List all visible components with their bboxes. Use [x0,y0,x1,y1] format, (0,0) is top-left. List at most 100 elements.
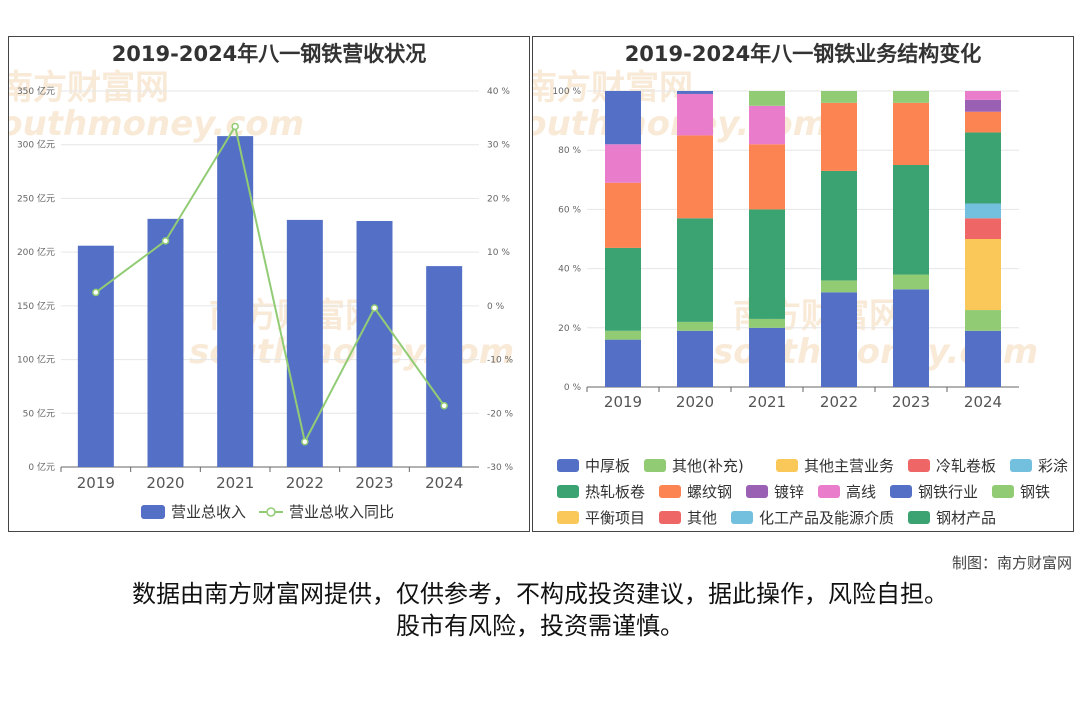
disclaimer-line-2: 股市有风险，投资需谨慎。 [396,612,684,640]
stacked-bar-segment [893,91,929,103]
x-tick-label: 2024 [964,393,1002,411]
yoy-line [95,123,445,445]
stacked-bar-segment [965,330,1001,387]
x-tick-label: 2023 [892,393,930,411]
chart-credit: 制图：南方财富网 [951,554,1072,572]
legend-swatch [557,459,579,472]
y-tick-left: 250 亿元 [17,192,55,204]
stacked-bar-segment [821,170,857,281]
legend-label: 高线 [846,483,876,501]
x-tick-label: 2019 [604,393,642,411]
legend-label: 化工产品及能源介质 [759,509,894,527]
y-tick: 100 % [552,87,581,97]
stacked-bar-segment [749,327,785,387]
legend-swatch [992,485,1014,498]
legend-swatch [659,511,681,524]
legend-swatch [908,459,930,472]
stacked-bar-segment [749,144,785,210]
stacked-bar-segment [605,330,641,340]
legend-label: 钢铁 [1020,483,1050,501]
stacked-bar-segment [677,218,713,322]
disclaimer: 数据由南方财富网提供，仅供参考，不构成投资建议，据此操作，风险自担。 股市有风险… [0,578,1080,642]
revenue-bar [426,266,463,467]
revenue-chart-panel: 南方财富网southmoney.com南方财富网southmoney.com20… [0,36,530,532]
legend-swatch [818,485,840,498]
y-tick-right: 40 % [487,87,510,97]
x-tick-label: 2022 [286,474,324,492]
legend-label: 其他 [687,509,717,527]
watermark-text: 南方财富网 [9,68,169,108]
revenue-bar [217,136,254,467]
y-tick-left: 150 亿元 [17,300,55,312]
y-tick-right: -10 % [487,356,514,366]
x-tick-label: 2020 [146,474,184,492]
legend-swatch [1010,459,1032,472]
yoy-point [440,402,448,410]
y-tick-left: 100 亿元 [17,354,55,366]
legend-label-revenue: 营业总收入 [171,503,246,521]
yoy-point [301,438,309,446]
stacked-bar-segment [677,93,713,136]
business-structure-chart: 南方财富网southmoney.com南方财富网southmoney.com20… [503,42,1068,527]
stacked-bar-segment [965,99,1001,112]
disclaimer-line-1: 数据由南方财富网提供，仅供参考，不构成投资建议，据此操作，风险自担。 [132,580,948,608]
legend-label: 冷轧卷板 [936,457,996,475]
stacked-bar-segment [965,132,1001,204]
legend-label: 钢材产品 [936,509,996,527]
y-tick-right: 10 % [487,248,510,258]
x-tick-label: 2019 [77,474,115,492]
legend-swatch [776,459,798,472]
x-tick-label: 2023 [355,474,393,492]
legend-label: 彩涂 [1038,457,1068,475]
chart-title: 2019-2024年八一钢铁业务结构变化 [625,42,982,66]
stacked-bar-segment [821,102,857,171]
y-tick-right: 30 % [487,141,510,151]
stacked-bar-segment [749,91,785,106]
y-tick-left: 300 亿元 [17,139,55,151]
stacked-bar-segment [677,321,713,331]
stacked-bar-segment [605,144,641,183]
stacked-bar-segment [893,289,929,387]
x-tick-label: 2021 [216,474,254,492]
revenue-bar [356,220,393,467]
legend-marker-yoy [266,507,276,517]
y-tick: 20 % [558,324,581,334]
y-tick: 80 % [558,146,581,156]
stacked-bar-segment [677,91,713,94]
legend-label: 平衡项目 [585,509,645,527]
x-tick-label: 2022 [820,393,858,411]
legend-swatch [557,511,579,524]
stacked-bar-segment [605,91,641,145]
legend-label: 热轧板卷 [585,483,645,501]
y-tick-right: 0 % [487,302,505,312]
legend-label: 其他(补充) [672,457,744,475]
y-tick-right: -30 % [487,463,514,473]
x-tick-label: 2024 [425,474,463,492]
watermark-text: southmoney.com [9,104,304,144]
y-tick-left: 0 亿元 [28,461,55,473]
stacked-bar-segment [965,203,1001,219]
legend-swatch [659,485,681,498]
yoy-point [161,237,170,245]
stacked-bar-segment [605,247,641,331]
stacked-bar-segment [893,102,929,165]
stacked-bar-segment [821,292,857,387]
legend-label: 其他主营业务 [804,457,894,475]
stacked-bar-segment [605,182,641,248]
stacked-bar-segment [965,91,1001,100]
revenue-bar [147,218,184,467]
legend-swatch [746,485,768,498]
y-tick: 60 % [558,205,581,215]
stacked-bar-segment [605,339,641,387]
stacked-bar-segment [749,209,785,319]
legend-label: 钢铁行业 [918,483,978,501]
legend-swatch [731,511,753,524]
revenue-bar [77,245,114,467]
y-tick-left: 50 亿元 [23,407,55,419]
y-tick-left: 200 亿元 [17,246,55,258]
y-tick-left: 350 亿元 [17,85,55,97]
chart-title: 2019-2024年八一钢铁营收状况 [112,42,427,66]
stacked-bar-segment [965,218,1001,239]
x-tick-label: 2021 [748,393,786,411]
revenue-chart: 南方财富网southmoney.com南方财富网southmoney.com20… [0,42,514,521]
